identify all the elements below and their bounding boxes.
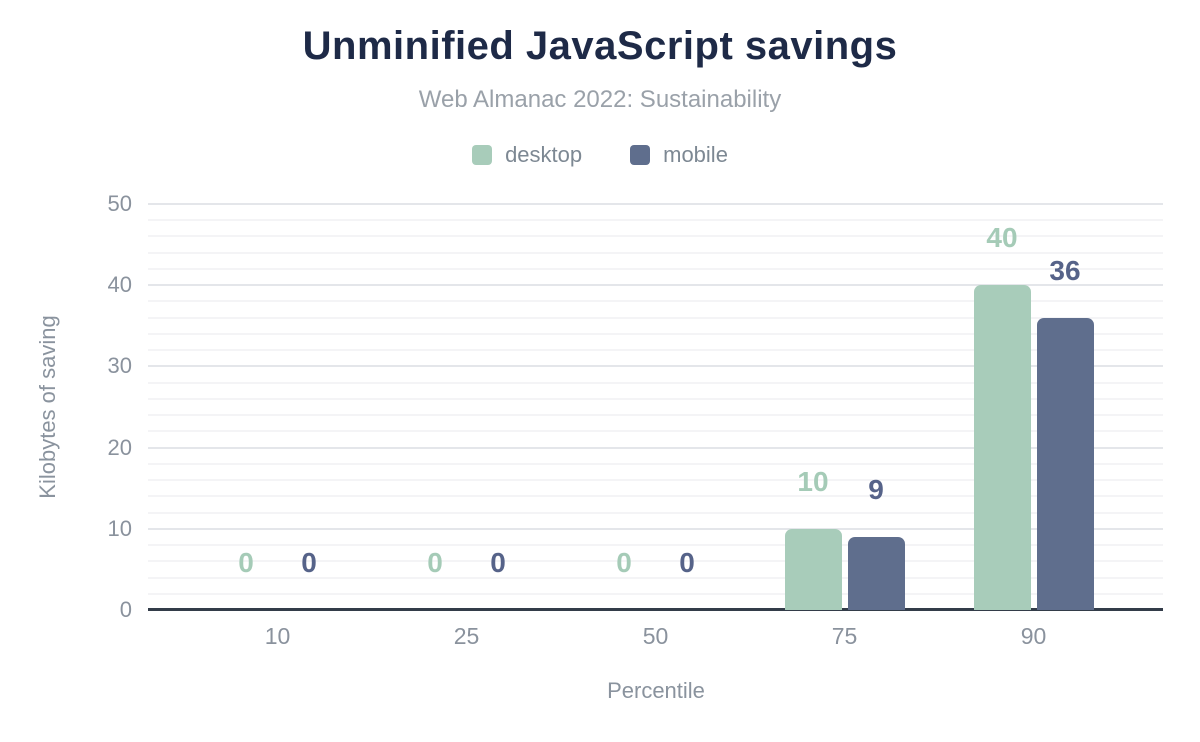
- legend-item-desktop: desktop: [472, 142, 582, 168]
- gridline-minor: [148, 235, 1163, 238]
- bar-value-label: 9: [868, 473, 884, 505]
- y-tick-label: 30: [107, 353, 132, 379]
- gridline-minor: [148, 495, 1163, 498]
- x-tick-label: 50: [642, 623, 669, 649]
- bar-value-label: 0: [301, 547, 317, 578]
- plot-area: 0 0 0 0 0 0 10 9 40 36: [148, 203, 1163, 611]
- gridline-minor: [148, 219, 1163, 222]
- gridline-minor: [148, 511, 1163, 514]
- gridline-minor: [148, 430, 1163, 433]
- gridline-minor: [148, 544, 1163, 547]
- chart-title: Unminified JavaScript savings: [302, 24, 898, 68]
- legend-label-desktop: desktop: [505, 142, 583, 167]
- bar-mobile[interactable]: [847, 536, 905, 610]
- bar-value-label: 10: [797, 465, 829, 497]
- y-tick-label: 50: [107, 191, 132, 216]
- legend-swatch-desktop: [472, 145, 493, 165]
- x-axis-line: [148, 608, 1163, 611]
- bar-desktop[interactable]: [973, 285, 1031, 610]
- bar-value-label: 0: [679, 547, 695, 578]
- y-tick-label: 20: [107, 434, 132, 460]
- gridline-major: [148, 203, 1163, 205]
- bar-value-label: 0: [238, 547, 254, 578]
- x-tick-label: 10: [264, 623, 291, 649]
- bar-value-label: 0: [490, 547, 506, 578]
- bar-value-label: 0: [616, 547, 632, 578]
- gridline-major: [148, 527, 1163, 530]
- y-tick-label: 40: [107, 272, 132, 298]
- y-axis-title: Kilobytes of saving: [35, 315, 60, 499]
- legend: desktop mobile: [0, 142, 1200, 168]
- y-tick-label: 0: [119, 597, 132, 622]
- gridline-minor: [148, 267, 1163, 270]
- x-axis-title: Percentile: [607, 678, 705, 703]
- gridline-major: [148, 284, 1163, 287]
- gridline-minor: [148, 349, 1163, 352]
- legend-label-mobile: mobile: [663, 142, 728, 167]
- bar-desktop[interactable]: [784, 528, 842, 610]
- gridline-minor: [148, 381, 1163, 384]
- x-tick-label: 90: [1020, 623, 1047, 649]
- gridline-minor: [148, 332, 1163, 335]
- gridline-minor: [148, 300, 1163, 303]
- legend-swatch-mobile: [630, 145, 651, 165]
- gridline-minor: [148, 414, 1163, 417]
- bar-value-label: 40: [986, 222, 1018, 254]
- gridline-minor: [148, 479, 1163, 482]
- gridline-minor: [148, 316, 1163, 319]
- bar-value-label: 0: [427, 547, 443, 578]
- gridline-minor: [148, 397, 1163, 400]
- gridline-minor: [148, 560, 1163, 563]
- chart-subtitle: Web Almanac 2022: Sustainability: [418, 86, 782, 113]
- gridline-major: [148, 365, 1163, 368]
- bar-mobile[interactable]: [1036, 317, 1094, 610]
- gridline-minor: [148, 251, 1163, 254]
- gridline-major: [148, 446, 1163, 449]
- legend-item-mobile: mobile: [630, 142, 728, 168]
- gridline-minor: [148, 576, 1163, 579]
- gridline-minor: [148, 592, 1163, 595]
- bar-value-label: 36: [1049, 254, 1081, 286]
- gridline-minor: [148, 462, 1163, 465]
- x-tick-label: 25: [453, 623, 480, 649]
- x-tick-label: 75: [831, 623, 858, 649]
- y-tick-label: 10: [107, 515, 132, 541]
